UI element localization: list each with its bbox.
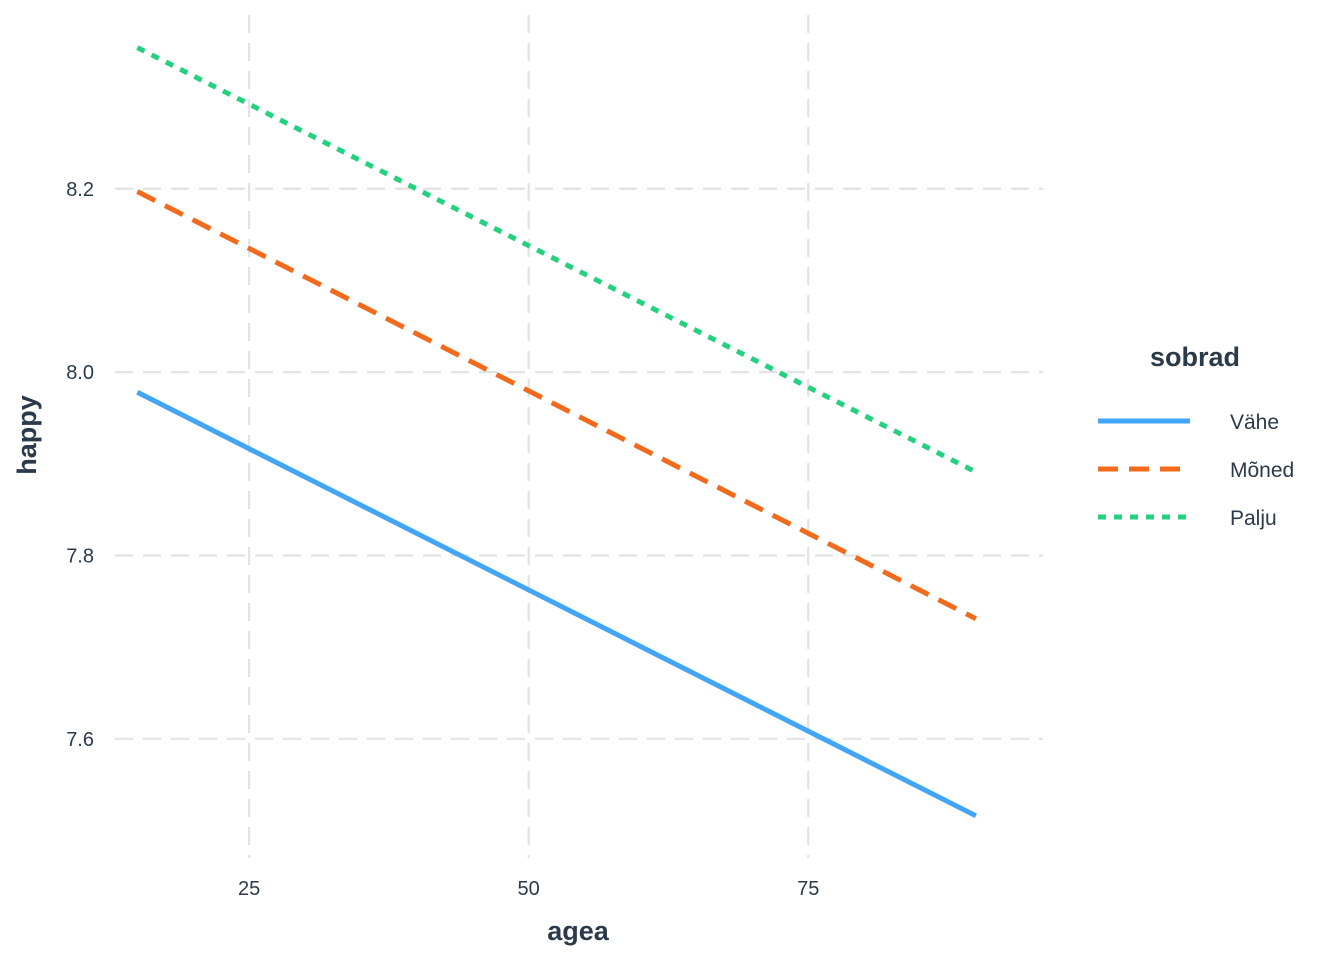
legend-title: sobrad: [1150, 342, 1240, 372]
x-tick-label: 50: [518, 878, 540, 900]
x-tick-labels: 25 50 75: [238, 878, 819, 900]
legend-label-1: Vähe: [1230, 411, 1279, 434]
series-lines: [136, 45, 978, 819]
grid: [115, 15, 1043, 858]
x-tick-label: 25: [238, 878, 260, 900]
x-axis-title: agea: [547, 916, 610, 946]
y-axis-title: happy: [12, 395, 42, 475]
x-tick-label: 75: [797, 878, 819, 900]
series-line-3: [136, 45, 978, 475]
legend: sobrad Vähe Mõned Palju: [1098, 342, 1294, 530]
series-line-1: [136, 390, 978, 819]
y-tick-labels: 7.6 7.8 8.0 8.2: [66, 179, 94, 751]
series-line-2: [136, 189, 978, 621]
y-tick-label: 7.8: [66, 545, 94, 567]
legend-label-3: Palju: [1230, 507, 1277, 530]
y-tick-label: 7.6: [66, 729, 94, 751]
y-tick-label: 8.2: [66, 179, 94, 201]
legend-label-2: Mõned: [1230, 459, 1294, 482]
y-tick-label: 8.0: [66, 362, 94, 384]
